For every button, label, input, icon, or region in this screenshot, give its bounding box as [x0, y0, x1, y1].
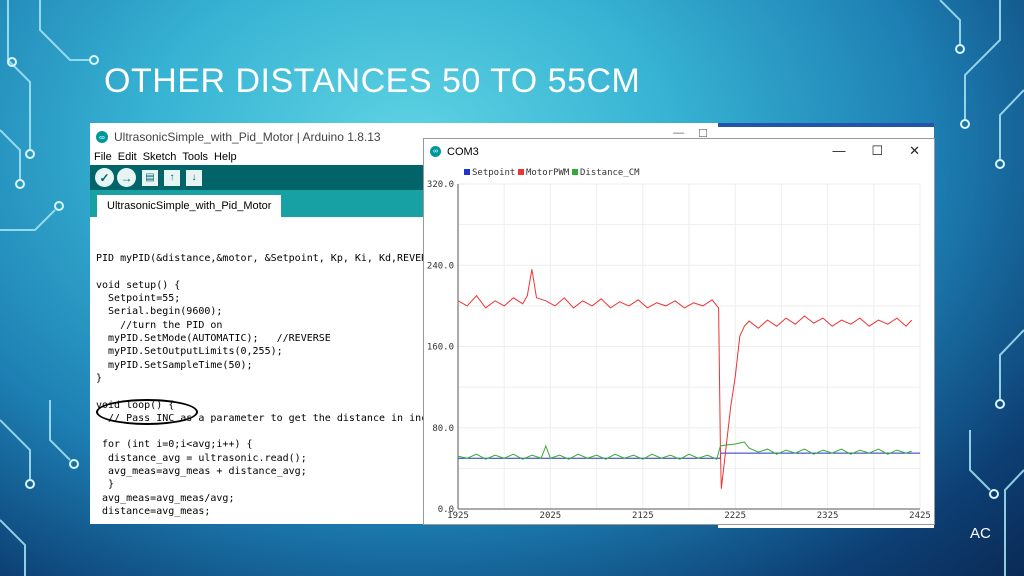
y-tick-label: 320.0	[427, 180, 454, 190]
author-initials: AC	[970, 525, 991, 542]
ide-window-controls: — ☐	[673, 127, 718, 140]
code-line: distance=avg_meas;	[96, 505, 211, 517]
legend-swatch	[518, 169, 524, 175]
code-line: }	[96, 372, 103, 384]
minimize-icon[interactable]: —	[832, 143, 846, 158]
code-line: }	[96, 479, 115, 491]
x-tick-label: 2225	[724, 511, 746, 521]
series-line-motorpwm	[457, 269, 913, 489]
save-icon[interactable]: ↓	[186, 169, 202, 186]
code-line: myPID.SetMode(AUTOMATIC); //REVERSE	[96, 333, 331, 345]
menu-file[interactable]: File	[94, 151, 112, 163]
plotter-window-title: COM3	[447, 145, 479, 158]
code-line: //turn the PID on	[96, 319, 223, 331]
plotter-window-controls: — ☐ ✕	[832, 143, 934, 159]
y-tick-label: 0.0	[438, 505, 454, 515]
code-line: myPID.SetOutputLimits(0,255);	[96, 346, 283, 358]
verify-icon[interactable]: ✓	[95, 168, 114, 187]
plotter-titlebar: ∞ COM3	[424, 139, 934, 164]
legend-swatch	[572, 169, 578, 175]
series-line-distance_cm	[457, 441, 912, 460]
code-line: PID myPID(&distance,&motor, &Setpoint, K…	[96, 253, 452, 265]
serial-plotter-window: ∞ COM3 — ☐ ✕ 0.0 80.0 160.0 240.0 320.0 1925 2…	[423, 138, 935, 525]
code-line: avg_meas=avg_meas + distance_avg;	[96, 466, 307, 478]
legend-swatch	[464, 169, 470, 175]
open-icon[interactable]: ↑	[164, 169, 180, 186]
code-line: avg_meas=avg_meas/avg;	[96, 492, 235, 504]
arduino-logo-icon: ∞	[430, 146, 441, 157]
y-tick-label: 240.0	[427, 261, 454, 271]
code-line: Serial.begin(9600);	[96, 306, 223, 318]
serial-plot-chart: 0.0 80.0 160.0 240.0 320.0 1925 2025 2125 2225 23…	[427, 168, 931, 521]
legend-label: Distance_CM	[580, 168, 640, 178]
tab-sketch[interactable]: UltrasonicSimple_with_Pid_Motor	[97, 195, 282, 217]
close-icon[interactable]: ✕	[909, 143, 920, 158]
ide-menubar: File Edit Sketch Tools Help	[90, 151, 718, 165]
menu-tools[interactable]: Tools	[182, 151, 209, 163]
setpoint-highlight-ellipse	[96, 399, 198, 425]
legend-label: Setpoint	[472, 168, 515, 178]
maximize-icon[interactable]: ☐	[698, 128, 708, 140]
menu-sketch[interactable]: Sketch	[142, 151, 177, 163]
arduino-logo-icon: ∞	[96, 131, 108, 143]
maximize-icon[interactable]: ☐	[871, 143, 884, 158]
x-tick-label: 1925	[447, 511, 469, 521]
upload-icon[interactable]: →	[117, 168, 136, 187]
x-tick-label: 2325	[817, 511, 839, 521]
menu-edit[interactable]: Edit	[117, 151, 137, 163]
code-line: distance_avg = ultrasonic.read();	[96, 452, 307, 464]
code-line: myPID.SetSampleTime(50);	[96, 359, 253, 371]
legend-label: MotorPWM	[526, 168, 570, 178]
minimize-icon[interactable]: —	[673, 127, 685, 139]
code-line: for (int i=0;i<avg;i++) {	[96, 439, 253, 451]
new-icon[interactable]: ▤	[142, 169, 158, 186]
ide-window-title: UltrasonicSimple_with_Pid_Motor | Arduin…	[114, 130, 381, 144]
code-line: Setpoint=55;	[96, 293, 181, 305]
code-line: void setup() {	[96, 279, 181, 291]
menu-help[interactable]: Help	[214, 151, 237, 163]
y-tick-label: 80.0	[432, 424, 454, 434]
slide-title: OTHER DISTANCES 50 TO 55CM	[104, 62, 641, 100]
y-tick-label: 160.0	[427, 343, 454, 353]
x-tick-label: 2025	[540, 511, 562, 521]
x-tick-label: 2125	[632, 511, 654, 521]
x-tick-label: 2425	[909, 511, 931, 521]
